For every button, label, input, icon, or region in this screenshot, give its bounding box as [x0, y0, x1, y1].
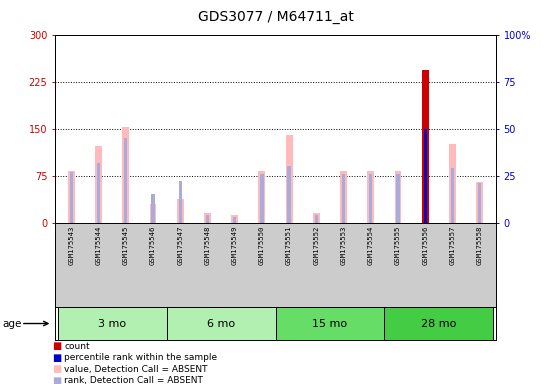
Text: count: count [64, 342, 90, 351]
Text: GSM175546: GSM175546 [150, 225, 156, 265]
Text: GSM175545: GSM175545 [123, 225, 129, 265]
Bar [124, 138, 127, 223]
Text: value, Detection Call = ABSENT: value, Detection Call = ABSENT [64, 365, 208, 374]
Bar [150, 204, 156, 223]
Bar [260, 174, 263, 223]
Text: ■: ■ [52, 364, 62, 374]
Text: GSM175544: GSM175544 [96, 225, 101, 265]
Text: ■: ■ [52, 353, 62, 363]
Text: 3 mo: 3 mo [98, 318, 126, 329]
Bar [70, 172, 73, 223]
Bar [476, 182, 483, 223]
Bar [206, 215, 209, 223]
Text: ■: ■ [52, 341, 62, 351]
Bar [313, 214, 320, 223]
Bar [152, 195, 155, 223]
Bar [68, 171, 75, 223]
Bar [204, 214, 211, 223]
Text: ■: ■ [52, 376, 62, 384]
Bar [233, 217, 236, 223]
Text: GSM175552: GSM175552 [314, 225, 320, 265]
Bar [231, 215, 238, 223]
Text: GSM175548: GSM175548 [204, 225, 210, 265]
Text: GSM175557: GSM175557 [450, 225, 455, 265]
Text: age: age [3, 318, 22, 329]
Bar [342, 174, 345, 223]
Bar [179, 181, 182, 223]
Bar [385, 307, 493, 340]
Bar [369, 174, 372, 223]
Bar [422, 70, 429, 223]
Text: GSM175558: GSM175558 [477, 225, 483, 265]
Text: GSM175556: GSM175556 [422, 225, 428, 265]
Bar [396, 174, 399, 223]
Bar [395, 171, 401, 223]
Bar [315, 215, 318, 223]
Bar [288, 166, 291, 223]
Bar [451, 168, 454, 223]
Text: 6 mo: 6 mo [207, 318, 235, 329]
Bar [95, 146, 102, 223]
Bar [368, 171, 374, 223]
Bar [449, 144, 456, 223]
Bar [122, 127, 129, 223]
Bar [478, 183, 481, 223]
Bar [58, 307, 166, 340]
Text: GSM175547: GSM175547 [177, 225, 183, 265]
Text: GSM175555: GSM175555 [395, 225, 401, 265]
Text: GSM175543: GSM175543 [68, 225, 74, 265]
Text: GSM175554: GSM175554 [368, 225, 374, 265]
Text: GSM175553: GSM175553 [341, 225, 347, 265]
Bar [166, 307, 276, 340]
Bar [177, 199, 183, 223]
Text: 15 mo: 15 mo [312, 318, 348, 329]
Bar [258, 171, 265, 223]
Bar [340, 171, 347, 223]
Text: 28 mo: 28 mo [421, 318, 456, 329]
Bar [424, 129, 427, 223]
Text: GDS3077 / M64711_at: GDS3077 / M64711_at [198, 10, 353, 24]
Text: GSM175549: GSM175549 [231, 225, 237, 265]
Text: rank, Detection Call = ABSENT: rank, Detection Call = ABSENT [64, 376, 203, 384]
Bar [276, 307, 385, 340]
Bar [97, 162, 100, 223]
Text: GSM175550: GSM175550 [259, 225, 265, 265]
Text: GSM175551: GSM175551 [286, 225, 292, 265]
Text: percentile rank within the sample: percentile rank within the sample [64, 353, 218, 362]
Bar [286, 135, 293, 223]
